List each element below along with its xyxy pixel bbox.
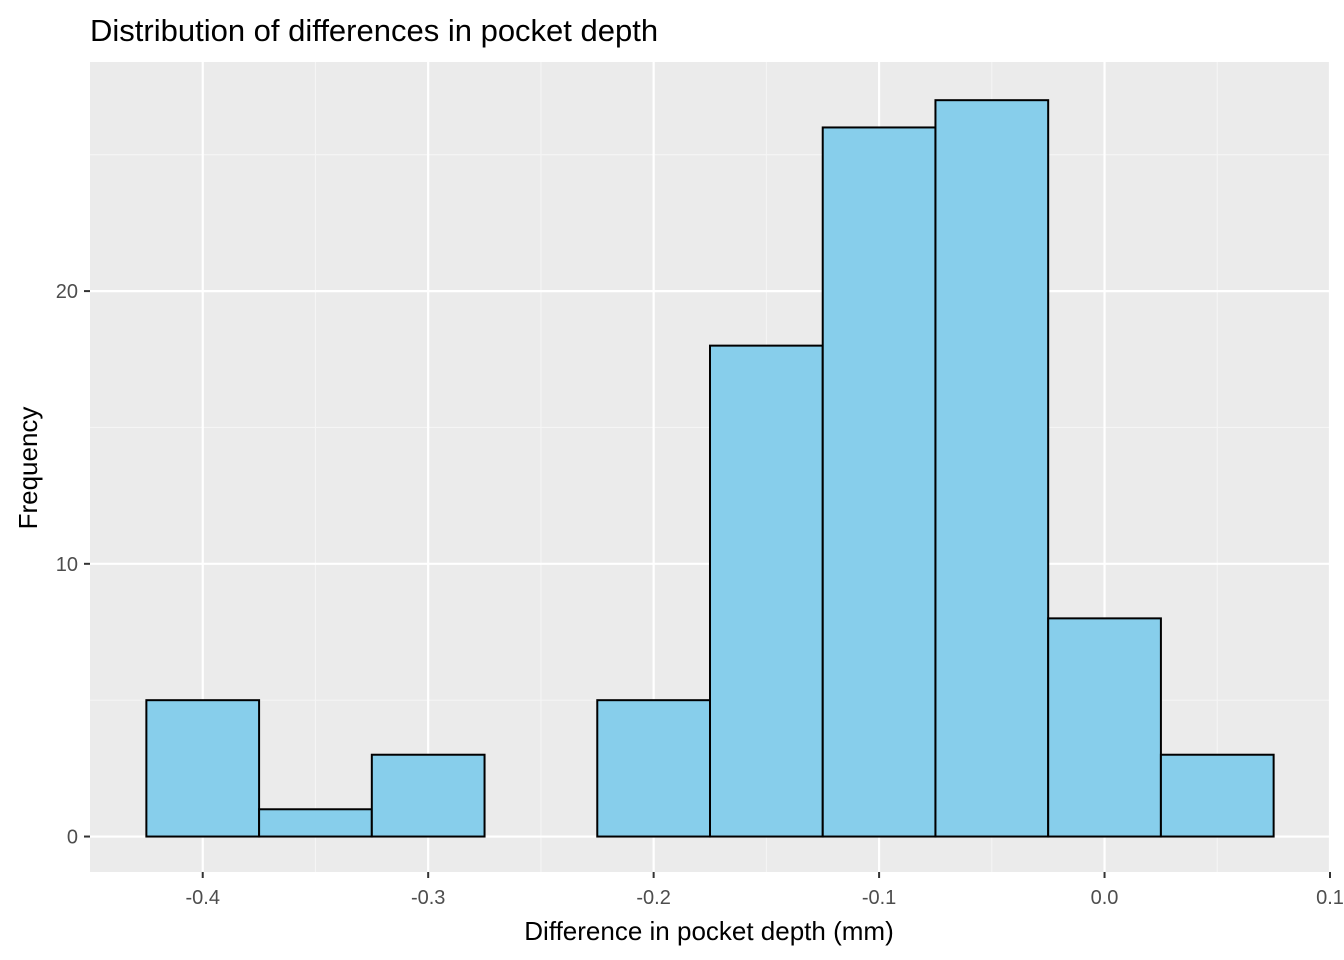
x-tick-label: 0.0 (1091, 887, 1119, 909)
histogram-bar-8 (1047, 617, 1162, 838)
histogram-bar-2 (370, 753, 486, 838)
x-tick-label: -0.2 (636, 887, 670, 909)
y-tick-label: 0 (67, 827, 78, 849)
histogram-bar-7 (934, 99, 1050, 838)
histogram-bar-4 (596, 699, 711, 838)
chart-title: Distribution of differences in pocket de… (90, 13, 658, 48)
histogram-bar-6 (821, 126, 937, 838)
x-tick-label: -0.4 (185, 887, 219, 909)
histogram-bar-1 (258, 808, 373, 838)
x-tick-label: -0.3 (411, 887, 445, 909)
y-axis-title: Frequency (13, 407, 43, 530)
x-axis-title: Difference in pocket depth (mm) (524, 916, 893, 946)
y-axis-ticks: 0 10 20 (56, 281, 90, 849)
bars (145, 99, 1275, 838)
x-axis-ticks: -0.4 -0.3 -0.2 -0.1 0.0 0.1 (185, 872, 1344, 909)
x-tick-label: 0.1 (1316, 887, 1344, 909)
y-tick-label: 20 (56, 281, 78, 303)
y-tick-label: 10 (56, 554, 78, 576)
histogram-bar-9 (1159, 753, 1275, 838)
histogram-bar-5 (709, 344, 824, 838)
histogram-bar-0 (145, 699, 261, 838)
x-tick-label: -0.1 (862, 887, 896, 909)
